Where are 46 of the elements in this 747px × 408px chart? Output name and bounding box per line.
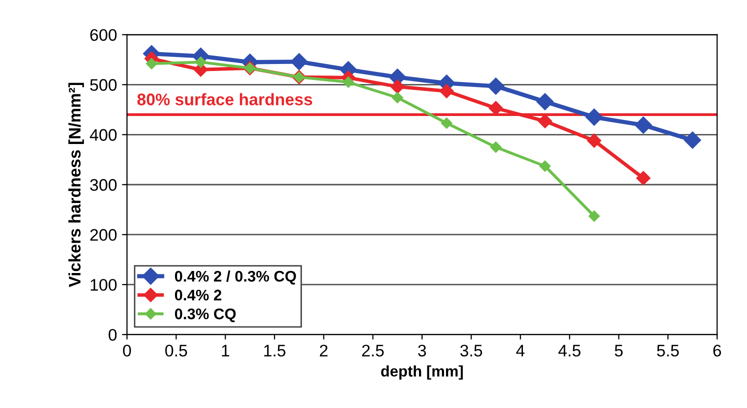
x-tick-label: 2 — [320, 344, 328, 356]
x-tick-label: 1.5 — [264, 344, 286, 357]
y-tick-label: 300 — [90, 179, 117, 191]
point — [390, 80, 405, 94]
point — [342, 76, 354, 88]
x-tick-label: 0.5 — [165, 344, 188, 357]
x-tick-label: 4.5 — [558, 344, 580, 357]
y-tick-label: 0 — [108, 328, 117, 341]
x-tick-label: 2.5 — [362, 344, 384, 357]
legend-label: 0.4% 2 / 0.3% CQ — [174, 270, 296, 285]
point — [587, 134, 602, 148]
point — [487, 78, 504, 95]
point — [146, 58, 158, 70]
point — [536, 93, 554, 110]
x-tick-label: 3 — [418, 344, 426, 357]
y-tick-label: 100 — [90, 278, 117, 291]
point — [634, 116, 652, 134]
x-tick-label: 6 — [713, 344, 722, 357]
x-tick-label: 1 — [222, 344, 230, 356]
point — [440, 84, 454, 98]
x-tick-label: 5 — [614, 344, 623, 357]
point — [392, 92, 404, 104]
y-tick-label: 600 — [90, 29, 117, 41]
y-tick-label: 200 — [90, 229, 117, 241]
x-tick-label: 3.5 — [460, 344, 482, 357]
x-tick-label: 4 — [516, 344, 525, 356]
point — [588, 210, 600, 222]
point — [684, 132, 702, 149]
point — [538, 114, 552, 128]
legend-label: 0.3% CQ — [174, 308, 236, 322]
point — [539, 160, 551, 172]
point — [195, 56, 206, 68]
y-tick-label: 500 — [90, 79, 117, 91]
ref-line-label: 80% surface hardness — [137, 93, 312, 106]
x-tick-label: 0 — [123, 344, 131, 357]
point — [488, 101, 503, 116]
x-axis-title: depth [mm] — [381, 365, 463, 380]
point — [490, 142, 502, 153]
legend-label: 0.4% 2 — [174, 290, 222, 300]
point — [441, 118, 452, 129]
point — [290, 53, 308, 70]
point — [586, 108, 603, 126]
point — [636, 171, 650, 186]
y-axis-title: Vickers hardness [N/mm²] — [68, 82, 84, 288]
x-tick-label: 5.5 — [657, 344, 679, 357]
y-tick-label: 400 — [90, 129, 117, 141]
